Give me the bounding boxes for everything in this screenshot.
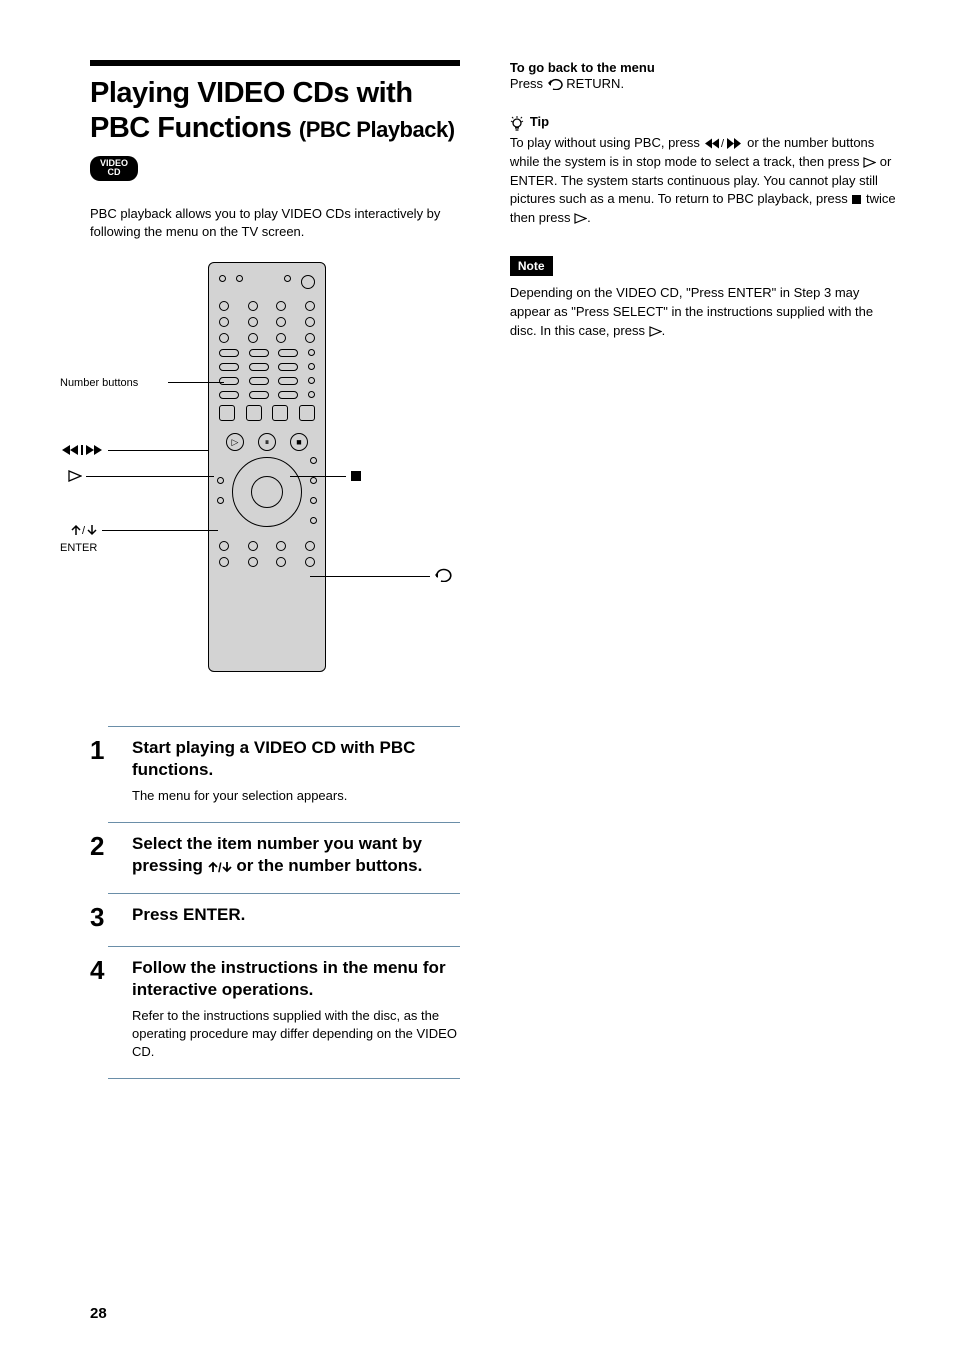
- video-cd-badge: VIDEO CD: [90, 156, 138, 181]
- step-4-head: Follow the instructions in the menu for …: [132, 957, 460, 1001]
- play-icon: [863, 157, 876, 168]
- step-divider: [108, 822, 459, 823]
- step-number: 4: [90, 957, 120, 1062]
- label-updown-icon: /: [70, 524, 98, 536]
- step-divider: [108, 946, 459, 947]
- title-rule: [90, 60, 460, 66]
- step-2: 2 Select the item number you want by pre…: [90, 833, 460, 877]
- note-body: Depending on the VIDEO CD, "Press ENTER"…: [510, 284, 896, 341]
- play-icon: [574, 213, 587, 224]
- intro-paragraph: PBC playback allows you to play VIDEO CD…: [90, 205, 460, 243]
- return-icon: [434, 568, 452, 582]
- tip-icon: [510, 116, 524, 134]
- step-divider: [108, 893, 459, 894]
- step-1-sub: The menu for your selection appears.: [132, 787, 460, 805]
- label-enter: ENTER: [60, 542, 97, 554]
- tip-head: Tip: [530, 114, 549, 129]
- up-down-arrow-icon: /: [208, 861, 232, 873]
- note-block: Note Depending on the VIDEO CD, "Press E…: [510, 248, 896, 341]
- skip-prev-next-icon: /: [703, 138, 743, 149]
- step-1-head: Start playing a VIDEO CD with PBC functi…: [132, 737, 460, 781]
- step-4: 4 Follow the instructions in the menu fo…: [90, 957, 460, 1062]
- step-1: 1 Start playing a VIDEO CD with PBC func…: [90, 737, 460, 805]
- step-divider: [108, 1078, 459, 1079]
- label-play-icon: [68, 470, 82, 482]
- remote-body: ▷⏸■: [208, 262, 326, 672]
- tip-body: To play without using PBC, press / or th…: [510, 134, 896, 228]
- svg-text:/: /: [721, 138, 725, 149]
- step-divider: [108, 726, 459, 727]
- svg-text:/: /: [218, 861, 222, 873]
- return-icon: [547, 77, 563, 90]
- title-line1: Playing VIDEO CDs with: [90, 77, 413, 109]
- note-label: Note: [510, 256, 553, 276]
- label-number-buttons: Number buttons: [60, 377, 200, 389]
- skip-prev-next-icon: [60, 444, 104, 456]
- title-line2b: (PBC Playback): [299, 117, 455, 142]
- return-body: Press RETURN.: [510, 75, 896, 94]
- badge-bot: CD: [108, 167, 121, 177]
- return-head: To go back to the menu: [510, 60, 896, 75]
- steps-list: 1 Start playing a VIDEO CD with PBC func…: [90, 726, 460, 1078]
- label-stop-icon: [350, 470, 362, 482]
- up-down-arrow-icon: /: [70, 524, 98, 536]
- play-icon: [68, 470, 82, 482]
- stop-icon: [851, 194, 862, 205]
- step-3: 3 Press ENTER.: [90, 904, 460, 930]
- label-return-icon: [434, 568, 452, 582]
- page-number: 28: [90, 1305, 107, 1322]
- step-number: 1: [90, 737, 120, 805]
- step-4-sub: Refer to the instructions supplied with …: [132, 1007, 460, 1062]
- step-number: 2: [90, 833, 120, 877]
- title-line2a: PBC Functions: [90, 112, 291, 144]
- step-3-head: Press ENTER.: [132, 904, 460, 926]
- step-number: 3: [90, 904, 120, 930]
- step-2-head: Select the item number you want by press…: [132, 833, 460, 877]
- stop-icon: [350, 470, 362, 482]
- play-icon: [649, 326, 662, 337]
- page-title: Playing VIDEO CDs with PBC Functions (PB…: [90, 76, 460, 146]
- remote-diagram: ▷⏸■ Number buttons: [90, 262, 460, 702]
- label-skip-icon: [60, 444, 104, 456]
- svg-text:/: /: [82, 525, 86, 536]
- return-block: To go back to the menu Press RETURN.: [510, 60, 896, 94]
- tip-block: Tip To play without using PBC, press / o…: [510, 114, 896, 228]
